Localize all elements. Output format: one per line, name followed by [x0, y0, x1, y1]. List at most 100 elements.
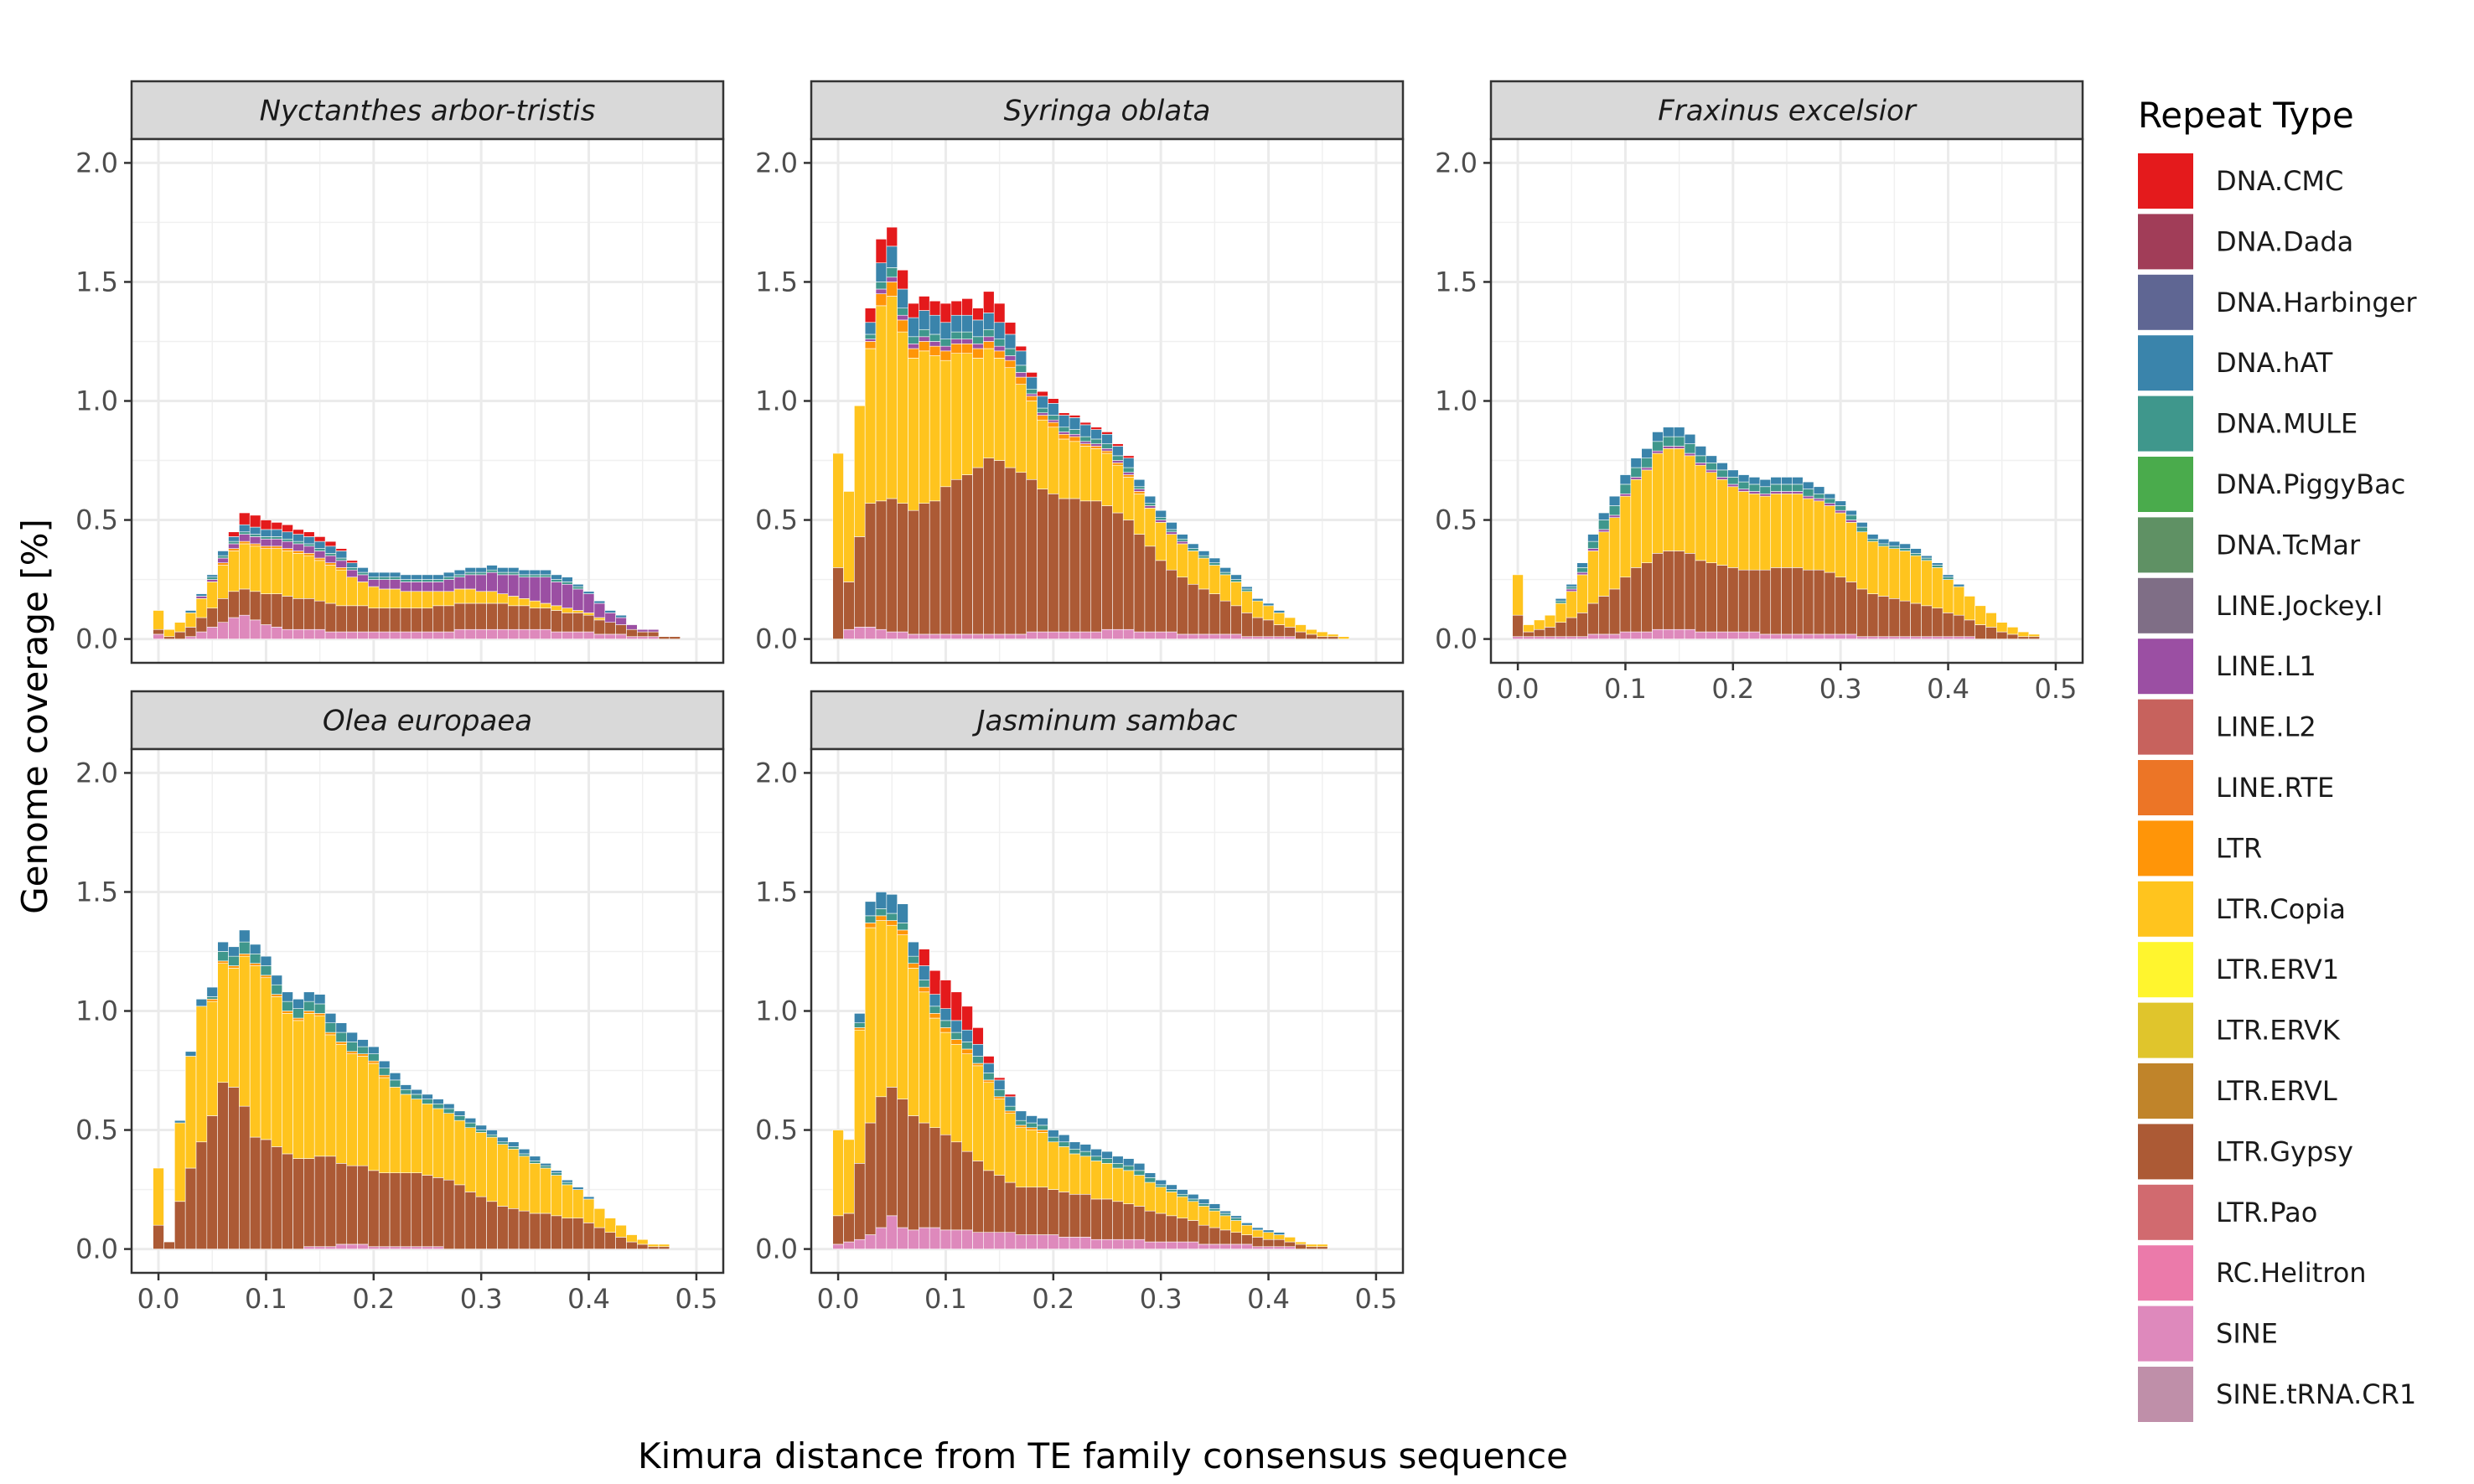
- bar-sine: [983, 1232, 995, 1249]
- bar-sine: [1608, 633, 1621, 639]
- bar-sine: [346, 1244, 358, 1249]
- bars: [832, 226, 1350, 639]
- x-tick-label: 0.1: [924, 1283, 967, 1315]
- bar-line-l1: [540, 577, 551, 604]
- bar-ltr-copia: [1026, 401, 1038, 480]
- bar-dna-mule: [1101, 443, 1113, 449]
- bar-ltr-gypsy: [1144, 1210, 1157, 1243]
- bar-ltr-copia: [875, 920, 888, 1098]
- bar-dna-hat: [1209, 557, 1221, 563]
- bar-dna-mule: [411, 579, 422, 582]
- bar-line-l1: [282, 540, 293, 549]
- bar-ltr-copia: [1663, 448, 1674, 551]
- bar-ltr-copia: [832, 452, 844, 568]
- bar-ltr-gypsy: [324, 1156, 337, 1248]
- bar-sine: [1155, 631, 1167, 639]
- bar-line-l1: [1737, 489, 1750, 492]
- bar-sine: [1101, 1238, 1113, 1249]
- bar-dna-hat: [249, 944, 261, 954]
- bar-line-l1: [908, 344, 919, 349]
- bar-dna-hat: [1198, 551, 1210, 556]
- bar-ltr-copia: [518, 1156, 531, 1212]
- bar-line-l1: [443, 579, 455, 592]
- bar-sine: [1133, 1238, 1146, 1249]
- legend-label: DNA.hAT: [2216, 347, 2333, 379]
- bar-ltr-gypsy: [249, 1136, 261, 1249]
- bar-dna-hat: [443, 1103, 455, 1109]
- legend-item-dna-tcmar: DNA.TcMar: [2138, 517, 2361, 573]
- bar-dna-hat: [1144, 495, 1157, 504]
- bar-ltr-copia: [1953, 586, 1965, 616]
- bar-dna-hat: [1866, 534, 1879, 540]
- bar-dna-cmc: [292, 529, 304, 535]
- bar-ltr: [1026, 396, 1038, 401]
- bar-ltr-copia: [908, 968, 919, 1116]
- bar-dna-cmc: [961, 1006, 973, 1031]
- y-tick-label: 0.5: [75, 504, 118, 536]
- bar-dna-mule: [1802, 489, 1814, 497]
- bar-dna-mule: [1048, 1136, 1059, 1143]
- bar-ltr: [271, 994, 283, 997]
- bar-dna-cmc: [929, 300, 941, 316]
- bar-ltr: [875, 915, 888, 921]
- bar-sine: [1888, 636, 1901, 639]
- bar-ltr-copia: [626, 1234, 638, 1243]
- bar-ltr-copia: [486, 591, 498, 604]
- bar-ltr-copia: [324, 1034, 337, 1157]
- bar-ltr-gypsy: [1101, 505, 1113, 630]
- bar-dna-mule: [1004, 1105, 1017, 1112]
- bar-dna-hat: [1587, 534, 1599, 542]
- bar-sine: [626, 636, 638, 639]
- bar-ltr: [929, 345, 941, 356]
- legend-label: DNA.Harbinger: [2216, 287, 2417, 318]
- bar-ltr-gypsy: [1317, 1246, 1328, 1249]
- bar-ltr-gypsy: [1877, 596, 1890, 638]
- bar-dna-hat: [582, 591, 595, 594]
- bar-dna-cmc: [1004, 322, 1017, 335]
- bar-dna-mule: [1090, 1156, 1102, 1161]
- bar-ltr-gypsy: [1716, 565, 1728, 633]
- bar-dna-mule: [228, 540, 240, 545]
- bar-line-l1: [1792, 491, 1804, 494]
- bar-sine: [1069, 631, 1081, 639]
- bar-ltr-gypsy: [897, 503, 908, 633]
- bar-ltr-gypsy: [1910, 602, 1922, 638]
- bar-line-l1: [604, 613, 616, 623]
- bar-sine: [1166, 631, 1177, 639]
- bar-dna-hat: [411, 574, 422, 580]
- bar-sine: [1663, 628, 1674, 639]
- bar-ltr-copia: [1888, 548, 1901, 599]
- bar-line-l1: [1037, 412, 1048, 416]
- bar-dna-cmc: [983, 1056, 995, 1064]
- bar-ltr-gypsy: [875, 1096, 888, 1228]
- bar-sine: [529, 628, 541, 639]
- bar-sine: [1241, 636, 1253, 639]
- bar-ltr-copia: [1931, 567, 1943, 608]
- bar-ltr-gypsy: [1048, 1189, 1059, 1235]
- bar-ltr-copia: [1716, 478, 1728, 566]
- bar-ltr-copia: [529, 1163, 541, 1214]
- bar-ltr-gypsy: [518, 1210, 531, 1249]
- bar-sine: [249, 619, 261, 639]
- bar-dna-hat: [1931, 562, 1943, 566]
- bar-ltr-gypsy: [562, 613, 573, 633]
- bar-ltr-gypsy: [2006, 633, 2019, 639]
- bar-sine: [1037, 1234, 1048, 1249]
- bar-sine: [1251, 1246, 1264, 1249]
- bar-ltr-gypsy: [1187, 583, 1199, 635]
- bar-dna-mule: [378, 577, 391, 580]
- bar-dna-mule: [1888, 546, 1901, 549]
- bar-ltr-gypsy: [443, 1179, 455, 1249]
- bar-sine: [1737, 631, 1750, 639]
- bar-line-l1: [1641, 467, 1653, 471]
- bar-ltr-copia: [1209, 565, 1221, 594]
- bar-dna-hat: [1576, 562, 1588, 568]
- bar-dna-hat: [908, 941, 919, 957]
- bar-ltr-copia: [1198, 557, 1210, 590]
- bar-line-l1: [637, 628, 649, 633]
- bar-ltr-gypsy: [497, 602, 509, 630]
- bar-ltr-copia: [475, 591, 487, 604]
- legend-key: [2138, 1063, 2193, 1119]
- bar-dna-hat: [260, 529, 272, 537]
- bar-ltr-copia: [1295, 624, 1307, 633]
